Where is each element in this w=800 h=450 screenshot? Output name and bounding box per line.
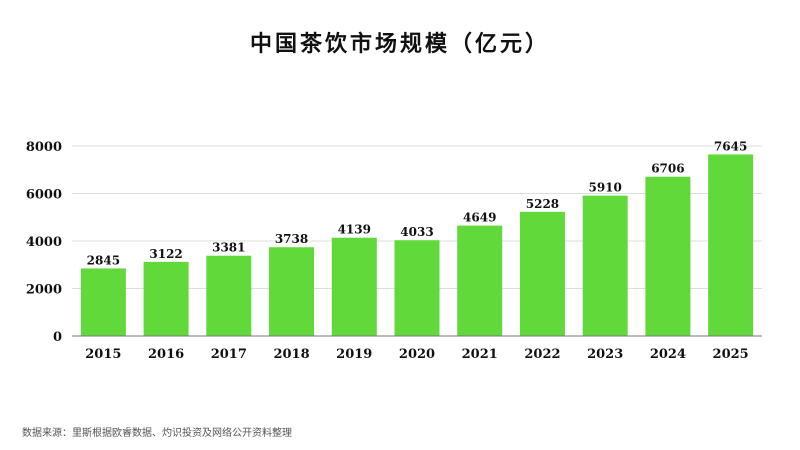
bars (80, 154, 754, 336)
x-tick-label: 2025 (713, 347, 749, 362)
data-label: 3122 (149, 247, 182, 261)
data-label: 5910 (588, 181, 621, 195)
x-tick-label: 2022 (524, 347, 560, 362)
data-label: 3381 (212, 241, 245, 255)
data-label: 4649 (463, 211, 496, 225)
data-label: 6706 (651, 162, 684, 176)
bar (519, 211, 565, 336)
bar (331, 237, 377, 336)
data-label: 4139 (338, 223, 371, 237)
bar (645, 176, 691, 336)
x-tick-label: 2021 (462, 347, 498, 362)
x-tick-label: 2019 (336, 347, 372, 362)
source-note: 数据来源：里斯根据欧睿数据、灼识投资及网络公开资料整理 (22, 428, 292, 439)
data-label: 3738 (275, 232, 308, 246)
y-tick-label: 2000 (26, 283, 62, 298)
x-tick-label: 2020 (399, 347, 435, 362)
x-tick-label: 2018 (273, 347, 309, 362)
data-label: 2845 (87, 253, 120, 267)
x-tick-label: 2017 (211, 347, 247, 362)
bar (143, 261, 189, 336)
data-label: 5228 (526, 197, 559, 211)
bar (269, 247, 315, 336)
y-tick-label: 8000 (26, 140, 62, 155)
x-axis-ticks: 2015 2016 2017 2018 2019 2020 2021 2022 2023 2024… (85, 347, 748, 362)
data-label: 4033 (400, 225, 433, 239)
x-tick-label: 2024 (650, 347, 686, 362)
x-tick-label: 2015 (85, 347, 121, 362)
x-tick-label: 2023 (587, 347, 623, 362)
y-axis-ticks: 0 2000 4000 6000 8000 (26, 140, 62, 345)
data-labels: 2845 3122 3381 3738 4139 4033 4649 5228 5910 6706… (87, 139, 748, 267)
bar (457, 225, 503, 336)
y-tick-label: 4000 (26, 235, 62, 250)
bar (80, 268, 126, 336)
bar (206, 255, 252, 336)
y-tick-label: 6000 (26, 188, 62, 203)
bar (582, 195, 628, 336)
bar (394, 240, 440, 336)
x-tick-label: 2016 (148, 347, 184, 362)
bar (708, 154, 754, 336)
y-tick-label: 0 (53, 330, 62, 345)
chart-title: 中国茶饮市场规模（亿元） (249, 31, 550, 57)
data-label: 7645 (714, 139, 747, 153)
